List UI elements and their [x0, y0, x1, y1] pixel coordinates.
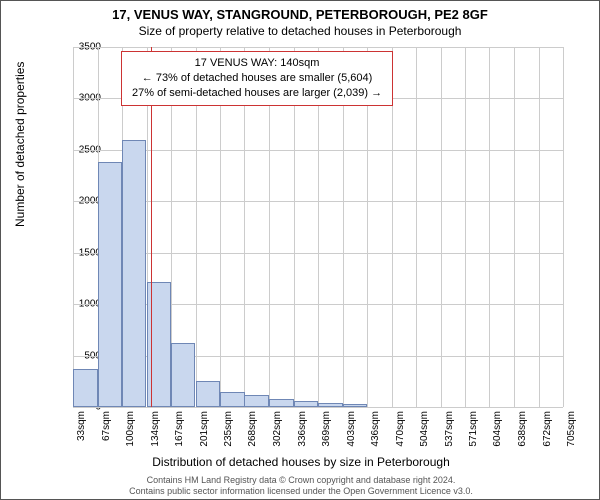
grid-v — [514, 47, 515, 407]
x-axis-label: Distribution of detached houses by size … — [1, 455, 600, 469]
grid-h — [73, 407, 563, 408]
x-tick: 436sqm — [370, 411, 381, 447]
x-tick: 504sqm — [419, 411, 430, 447]
histogram-bar — [171, 343, 196, 407]
footer-line-2: Contains public sector information licen… — [1, 486, 600, 497]
x-tick: 302sqm — [272, 411, 283, 447]
grid-v — [441, 47, 442, 407]
histogram-bar — [244, 395, 269, 407]
x-tick: 470sqm — [395, 411, 406, 447]
grid-v — [73, 47, 74, 407]
grid-v — [563, 47, 564, 407]
histogram-bar — [196, 381, 221, 407]
info-line-2: ← 73% of detached houses are smaller (5,… — [132, 71, 382, 86]
info-line-3: 27% of semi-detached houses are larger (… — [132, 86, 382, 101]
x-tick: 672sqm — [542, 411, 553, 447]
y-axis-label: Number of detached properties — [13, 62, 27, 227]
x-tick: 638sqm — [517, 411, 528, 447]
histogram-bar — [318, 403, 343, 407]
grid-v — [489, 47, 490, 407]
histogram-bar — [269, 399, 294, 407]
x-tick: 403sqm — [346, 411, 357, 447]
x-tick: 201sqm — [199, 411, 210, 447]
x-tick: 336sqm — [297, 411, 308, 447]
title-main: 17, VENUS WAY, STANGROUND, PETERBOROUGH,… — [1, 7, 599, 22]
x-tick: 134sqm — [150, 411, 161, 447]
chart-container: 17, VENUS WAY, STANGROUND, PETERBOROUGH,… — [0, 0, 600, 500]
histogram-bar — [98, 162, 123, 407]
footer-line-1: Contains HM Land Registry data © Crown c… — [1, 475, 600, 486]
histogram-bar — [343, 404, 368, 407]
histogram-bar — [294, 401, 319, 407]
x-tick: 33sqm — [76, 411, 87, 441]
footer: Contains HM Land Registry data © Crown c… — [1, 475, 600, 497]
x-tick: 537sqm — [444, 411, 455, 447]
histogram-bar — [73, 369, 98, 407]
title-sub: Size of property relative to detached ho… — [1, 24, 599, 38]
x-tick: 705sqm — [566, 411, 577, 447]
x-tick: 235sqm — [223, 411, 234, 447]
grid-v — [416, 47, 417, 407]
x-tick: 268sqm — [247, 411, 258, 447]
x-tick: 604sqm — [492, 411, 503, 447]
x-tick: 67sqm — [101, 411, 112, 441]
info-box: 17 VENUS WAY: 140sqm ← 73% of detached h… — [121, 51, 393, 106]
grid-v — [539, 47, 540, 407]
x-tick: 571sqm — [468, 411, 479, 447]
info-line-1: 17 VENUS WAY: 140sqm — [132, 56, 382, 71]
histogram-bar — [122, 140, 147, 407]
x-tick: 369sqm — [321, 411, 332, 447]
x-tick: 100sqm — [125, 411, 136, 447]
x-tick: 167sqm — [174, 411, 185, 447]
grid-v — [465, 47, 466, 407]
histogram-bar — [220, 392, 245, 407]
